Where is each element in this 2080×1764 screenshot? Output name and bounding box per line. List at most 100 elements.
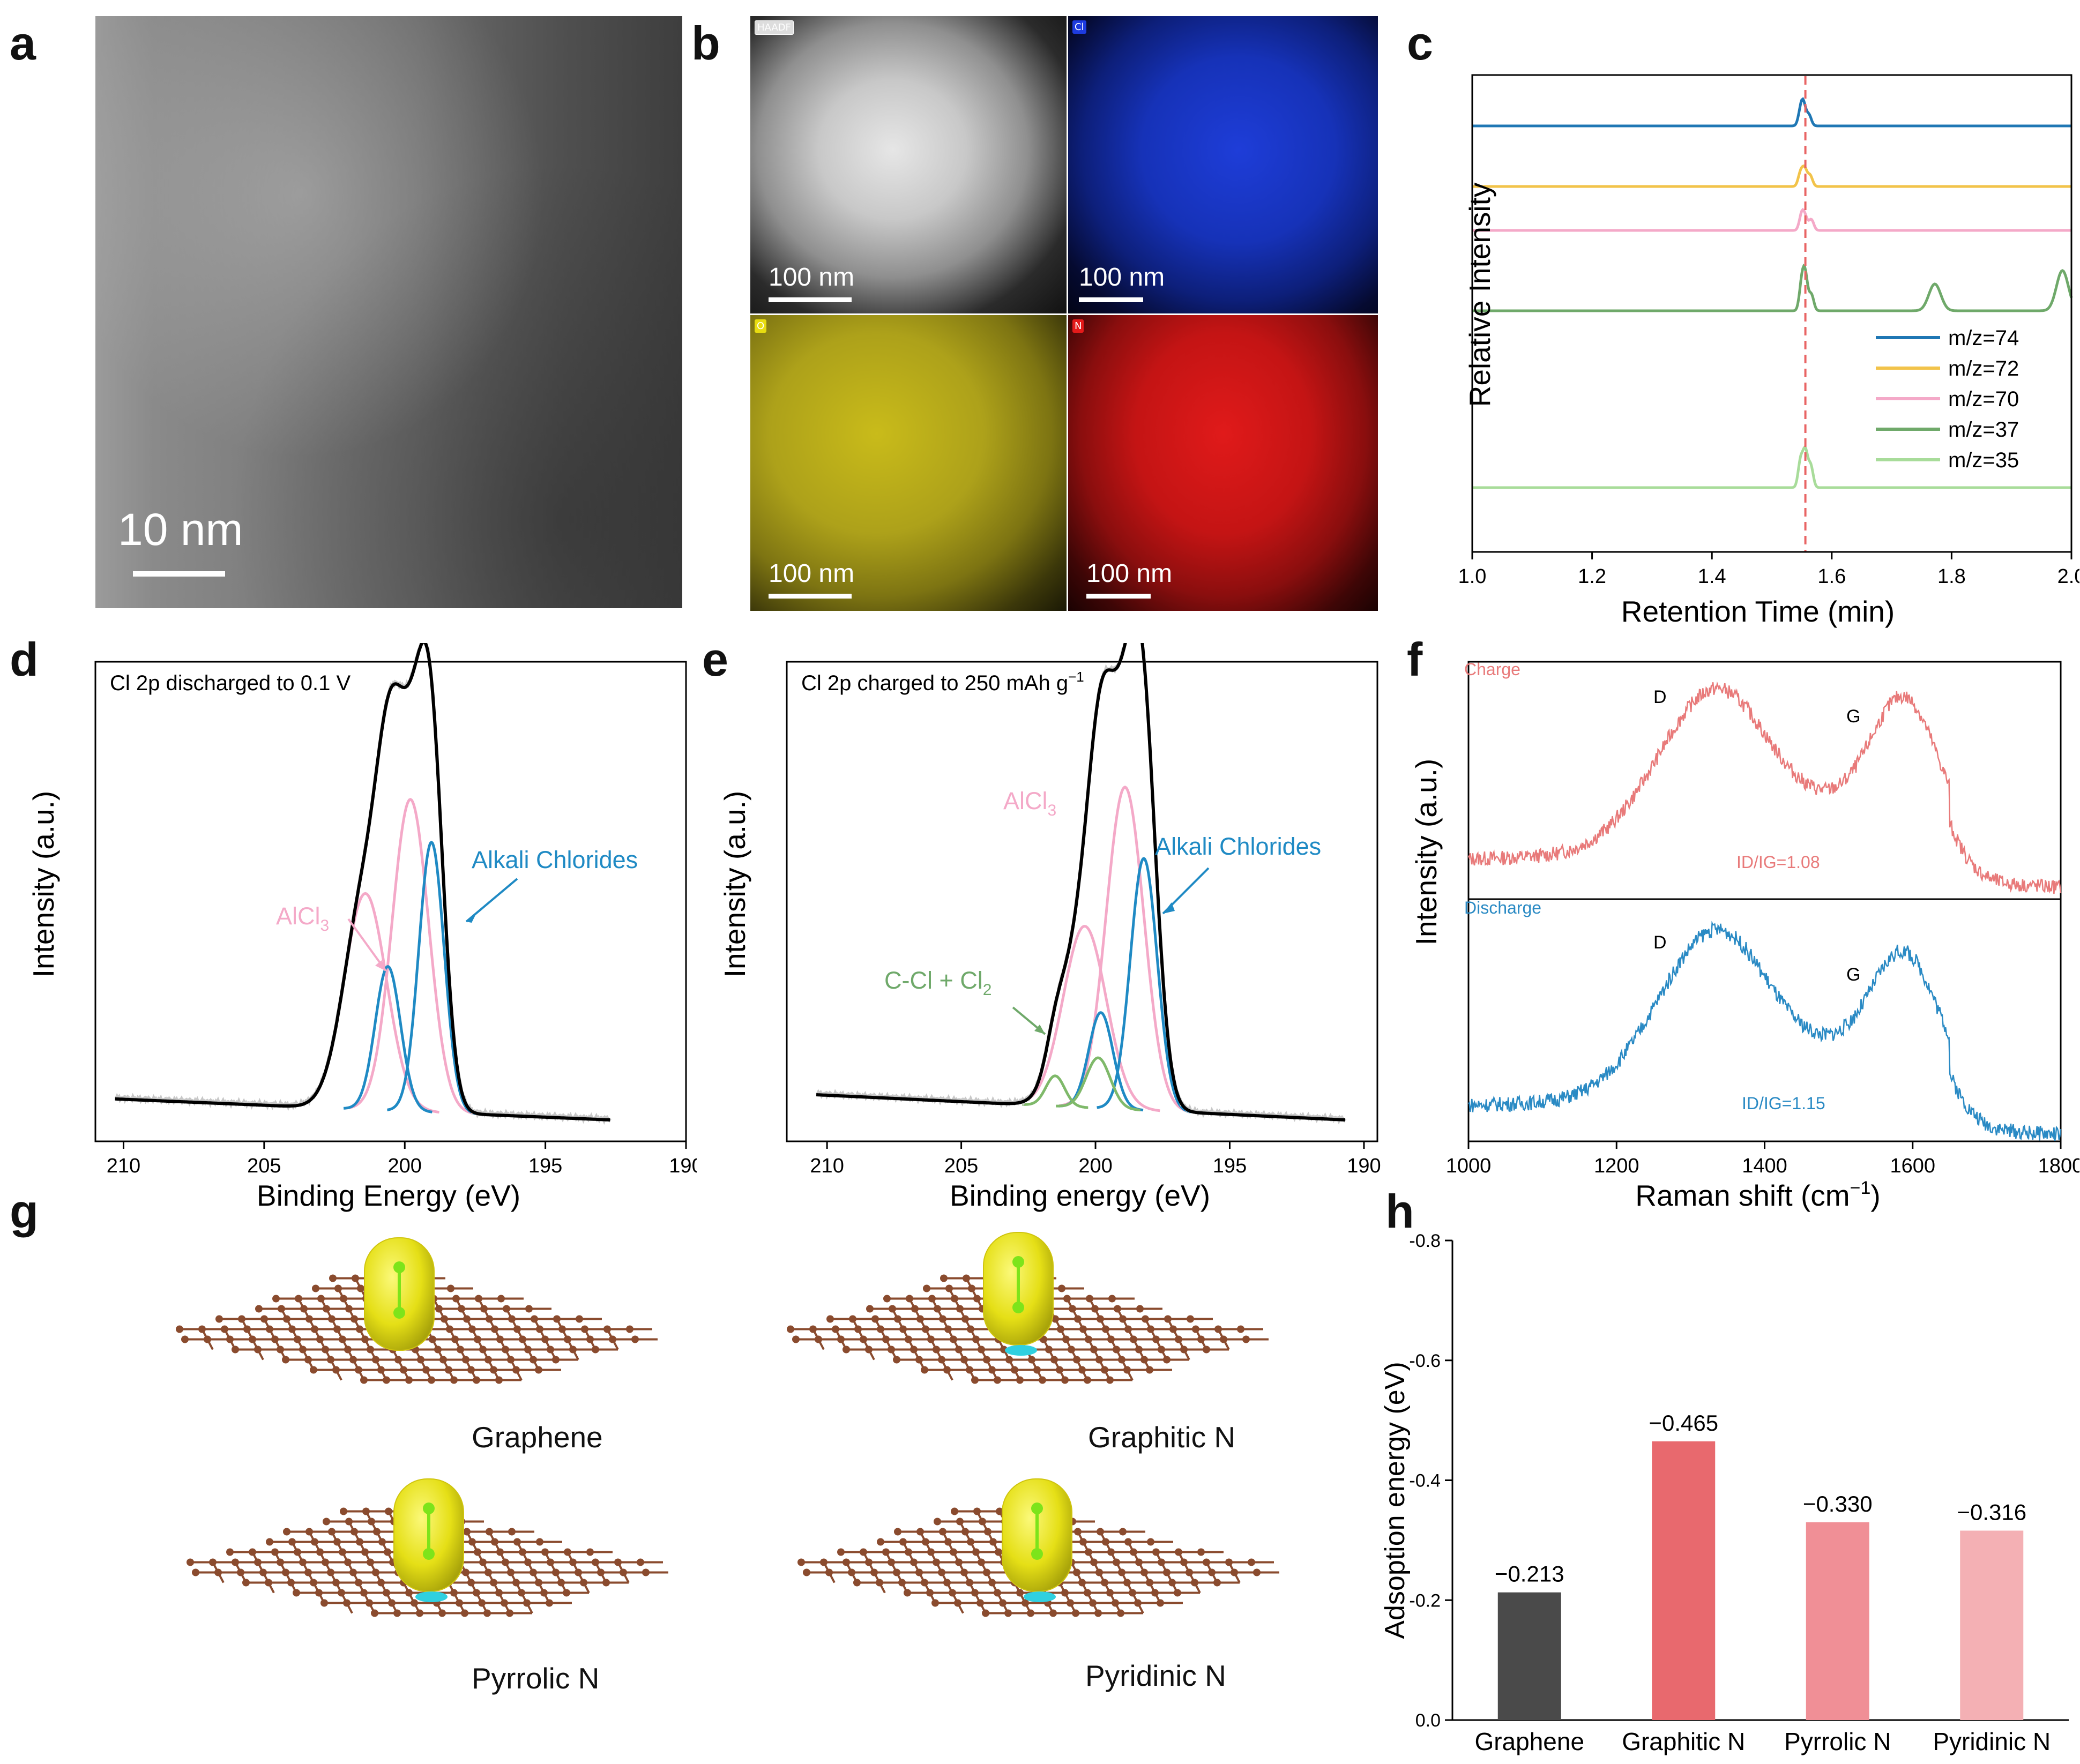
chart-h-value-label: −0.316 <box>1957 1499 2026 1524</box>
chart-h-value-label: −0.330 <box>1803 1491 1873 1516</box>
chart-c-legend-label: m/z=72 <box>1948 357 2019 380</box>
chart-e-arrowhead-ccl <box>1034 1025 1045 1034</box>
chart-e-arrowhead-alkali <box>1163 902 1175 914</box>
chart-e-component <box>1058 1011 1144 1112</box>
chart-f-xlabel: Raman shift (cm−1) <box>1635 1178 1880 1212</box>
chart-f-d-label-discharge: D <box>1653 932 1667 953</box>
chart-e: 210 205 200 195 190 Cl 2p charged to 250 mAh… <box>724 643 1381 1212</box>
chart-f-ratio-charge: ID/IG=1.08 <box>1736 853 1820 872</box>
chart-h-bar <box>1652 1441 1716 1720</box>
chart-e-component <box>1022 1074 1089 1109</box>
charge-depletion-region <box>1005 1345 1037 1356</box>
chart-h-category-label: Pyridinic N <box>1933 1728 2051 1755</box>
chart-e-xtick-label: 205 <box>944 1155 978 1177</box>
chart-d-annot-alcl3: AlCl3 <box>276 902 329 935</box>
chart-d-component <box>387 840 476 1115</box>
n-map: N 100 nm <box>1068 315 1378 611</box>
chart-d-ylabel: Intensity (a.u.) <box>32 791 60 977</box>
chart-d-envelope <box>115 643 610 1122</box>
chart-h-ylabel: Adsoption energy (eV) <box>1380 1362 1411 1639</box>
chart-d-xtick-label: 200 <box>388 1155 422 1177</box>
chart-e-xtick-label: 200 <box>1078 1155 1112 1177</box>
chart-d-xtick-label: 195 <box>528 1155 562 1177</box>
panel-label-h: h <box>1385 1185 1414 1238</box>
chart-c-xtick-label: 1.6 <box>1817 565 1846 588</box>
chart-f-g-label-discharge: G <box>1846 965 1860 985</box>
chart-e-raw <box>816 643 1347 1125</box>
n-scale-bar <box>1086 594 1151 599</box>
chart-d-annot-alkali: Alkali Chlorides <box>472 846 638 873</box>
tem-image: 10 nm <box>95 16 682 608</box>
chart-c-xtick-label: 1.4 <box>1698 565 1726 588</box>
chart-d-component <box>346 798 475 1115</box>
chart-c-series-line <box>1472 445 2071 489</box>
chart-c-xtick-label: 1.2 <box>1578 565 1606 588</box>
cl-atom <box>1031 1503 1043 1514</box>
panel-label-f: f <box>1407 633 1423 686</box>
chart-f-ratio-discharge: ID/IG=1.15 <box>1742 1094 1825 1113</box>
haadf-scale-text: 100 nm <box>769 263 855 291</box>
chart-h-value-label: −0.465 <box>1649 1410 1718 1436</box>
chart-f-g-label-charge: G <box>1846 706 1860 727</box>
tem-scale-bar <box>133 571 225 577</box>
panel-label-e: e <box>702 633 728 686</box>
chart-f-xtick-label: 1200 <box>1594 1155 1639 1177</box>
chart-c: 1.0 1.2 1.4 1.6 1.8 2.0 m/z=74 m/z=72 m/z=70 m/z… <box>1458 74 2079 628</box>
cl-atom <box>423 1548 435 1560</box>
chart-d-xlabel: Binding Energy (eV) <box>257 1179 520 1212</box>
chart-d-title: Cl 2p discharged to 0.1 V <box>110 671 351 695</box>
cl-scale-text: 100 nm <box>1079 263 1165 291</box>
chart-f-ylabel: Intensity (a.u.) <box>1410 759 1443 945</box>
chart-d-component <box>343 965 433 1113</box>
chart-c-frame <box>1471 74 2072 553</box>
chart-h-ytick-label: -0.8 <box>1409 1231 1441 1251</box>
chart-d-xtick-label: 205 <box>247 1155 281 1177</box>
chart-h-category-label: Graphene <box>1474 1728 1584 1755</box>
panel-label-g: g <box>10 1185 39 1238</box>
chart-d-xtick-label: 210 <box>107 1155 140 1177</box>
chart-c-legend-label: m/z=70 <box>1948 387 2019 411</box>
chart-h-category-label: Pyrrolic N <box>1784 1728 1891 1755</box>
o-scale-text: 100 nm <box>769 559 855 588</box>
chart-c-series-line <box>1472 263 2073 312</box>
chart-f-xtick-label: 1400 <box>1742 1155 1787 1177</box>
model-label-pyridinic-n: Pyridinic N <box>1085 1659 1226 1692</box>
o-map: O 100 nm <box>750 315 1067 611</box>
panel-g-models <box>176 1232 1279 1617</box>
graphene-sheet <box>797 1507 1279 1617</box>
chart-h-ytick-label: -0.2 <box>1409 1590 1441 1611</box>
haadf-tag: HAADF <box>755 20 794 35</box>
chart-c-legend-label: m/z=74 <box>1948 326 2019 350</box>
cl-atom <box>393 1307 405 1319</box>
chart-c-xtick-label: 1.8 <box>1937 565 1966 588</box>
chart-h-bar <box>1960 1530 2024 1720</box>
model-label-graphitic-n: Graphitic N <box>1088 1421 1236 1454</box>
chart-h-bar <box>1497 1592 1561 1720</box>
chart-c-xtick-label: 2.0 <box>2057 565 2079 588</box>
chart-d-raw <box>114 643 612 1125</box>
n-tag: N <box>1072 319 1084 333</box>
panel-label-d: d <box>10 633 39 686</box>
chart-e-annot-alcl3: AlCl3 <box>1003 787 1056 819</box>
chart-e-xlabel: Binding energy (eV) <box>950 1179 1210 1212</box>
cl-map: Cl 100 nm <box>1068 16 1378 313</box>
panel-label-b: b <box>691 17 720 70</box>
chart-f-xtick-label: 1000 <box>1446 1155 1492 1177</box>
chart-h-value-label: −0.213 <box>1495 1561 1564 1587</box>
panel-label-c: c <box>1407 17 1433 70</box>
chart-h-ytick-label: 0.0 <box>1415 1710 1441 1731</box>
n-scale-text: 100 nm <box>1086 559 1173 588</box>
chart-e-component <box>1056 1056 1141 1112</box>
chart-e-xtick-label: 195 <box>1213 1155 1247 1177</box>
chart-d-arrowhead-alkali <box>466 912 477 923</box>
chart-e-frame <box>786 661 1378 1142</box>
chart-f-xtick-label: 1800 <box>2038 1155 2079 1177</box>
chart-c-xtick-label: 1.0 <box>1458 565 1487 588</box>
chart-d-arrowhead-alcl3 <box>375 960 386 971</box>
cl-atom <box>1012 1256 1024 1268</box>
chart-c-legend-label: m/z=35 <box>1948 449 2019 472</box>
chart-c-ylabel: Relative Intensity <box>1463 182 1496 407</box>
panel-label-a: a <box>10 17 36 70</box>
haadf-map: HAADF 100 nm <box>750 16 1067 313</box>
cl-atom <box>1012 1302 1024 1313</box>
